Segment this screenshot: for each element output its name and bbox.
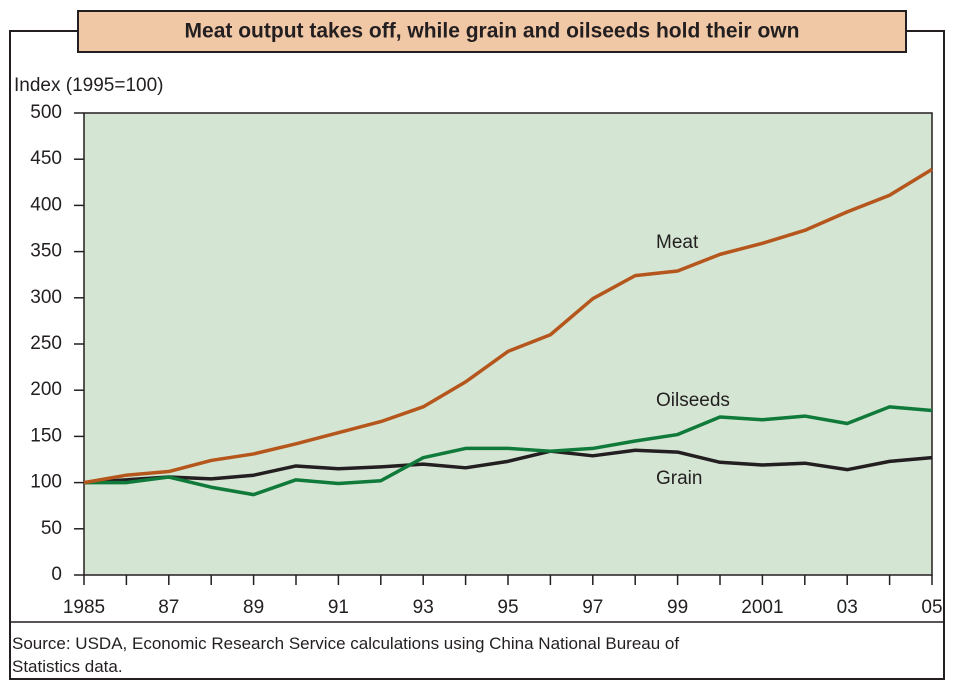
x-tick-label: 05: [921, 597, 942, 618]
series-line: [83, 167, 933, 485]
x-tick-label: 87: [158, 597, 179, 618]
series-label: Oilseeds: [656, 390, 730, 411]
series-line: [83, 448, 933, 485]
x-tick-label: 99: [667, 597, 688, 618]
y-tick-label: 150: [30, 425, 62, 446]
y-tick-label: 100: [30, 472, 62, 493]
series-label: Grain: [656, 468, 702, 489]
y-tick-label: 450: [30, 148, 62, 169]
x-tick-label: 1985: [63, 597, 105, 618]
x-tick-label: 89: [243, 597, 264, 618]
plot-area: [83, 112, 933, 576]
x-tick-label: 93: [413, 597, 434, 618]
y-tick-label: 300: [30, 287, 62, 308]
x-tick-label: 03: [837, 597, 858, 618]
x-tick-label: 95: [497, 597, 518, 618]
y-tick-label: 250: [30, 333, 62, 354]
chart-title: Meat output takes off, while grain and o…: [185, 20, 800, 43]
y-tick-label: 200: [30, 379, 62, 400]
x-tick-label: 97: [582, 597, 603, 618]
series-line: [84, 405, 933, 497]
y-tick-label: 0: [51, 564, 62, 585]
source-box: Source: USDA, Economic Research Service …: [12, 634, 680, 676]
y-tick-label: 400: [30, 194, 62, 215]
source: Source: USDA, Economic Research Service …: [12, 634, 680, 676]
y-tick-label: 350: [30, 241, 62, 262]
x-tick-label: 91: [328, 597, 349, 618]
x-tick-label: 2001: [741, 597, 783, 618]
y-axis-label: Index (1995=100): [14, 75, 163, 96]
y-tick-label: 500: [30, 102, 62, 123]
title-box: [77, 10, 907, 53]
y-tick-label: 50: [41, 518, 62, 539]
series-label: Meat: [656, 232, 699, 253]
